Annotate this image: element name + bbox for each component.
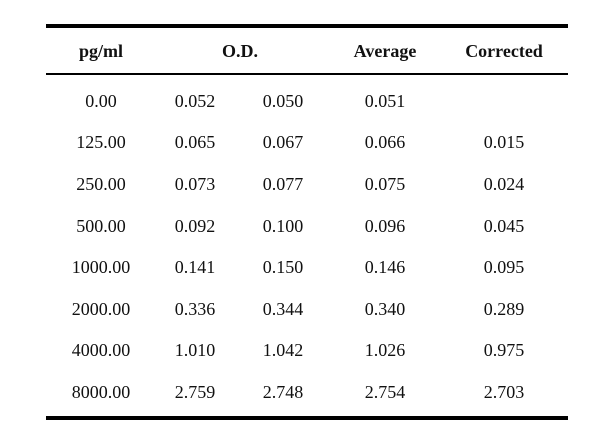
cell-corrected: 0.975 — [483, 340, 525, 361]
cell-od-2: 0.150 — [262, 257, 304, 278]
cell-od-2: 2.748 — [262, 381, 304, 402]
header-od: O.D. — [222, 40, 258, 61]
table-row: 0.00 0.052 0.050 0.051 — [46, 80, 568, 122]
cell-concentration: 8000.00 — [71, 381, 131, 402]
cell-od-2: 0.077 — [262, 173, 304, 194]
header-average: Average — [353, 40, 417, 61]
header-concentration: pg/ml — [78, 40, 124, 61]
table-header-row: pg/ml O.D. Average Corrected — [46, 28, 568, 73]
cell-concentration: 250.00 — [76, 173, 126, 194]
header-corrected: Corrected — [465, 40, 543, 61]
table-row: 8000.00 2.759 2.748 2.754 2.703 — [46, 371, 568, 413]
table-row: 125.00 0.065 0.067 0.066 0.015 — [46, 122, 568, 164]
cell-concentration: 125.00 — [76, 132, 126, 153]
cell-concentration: 1000.00 — [71, 257, 131, 278]
cell-od-1: 0.052 — [174, 90, 216, 111]
cell-od-2: 0.100 — [262, 215, 304, 236]
cell-od-1: 0.141 — [174, 257, 216, 278]
cell-od-1: 0.092 — [174, 215, 216, 236]
cell-average: 0.066 — [364, 132, 406, 153]
cell-average: 0.075 — [364, 173, 406, 194]
cell-od-1: 1.010 — [174, 340, 216, 361]
cell-od-1: 2.759 — [174, 381, 216, 402]
cell-concentration: 0.00 — [85, 90, 117, 111]
cell-average: 2.754 — [364, 381, 406, 402]
cell-corrected: 0.015 — [483, 132, 525, 153]
table-row: 500.00 0.092 0.100 0.096 0.045 — [46, 205, 568, 247]
table-row: 2000.00 0.336 0.344 0.340 0.289 — [46, 288, 568, 330]
cell-average: 0.096 — [364, 215, 406, 236]
table-row: 4000.00 1.010 1.042 1.026 0.975 — [46, 330, 568, 372]
cell-od-1: 0.073 — [174, 173, 216, 194]
table-row: 1000.00 0.141 0.150 0.146 0.095 — [46, 246, 568, 288]
table-body: 0.00 0.052 0.050 0.051 125.00 0.065 0.067 0.066… — [46, 80, 568, 413]
cell-corrected: 0.095 — [483, 257, 525, 278]
cell-od-2: 0.067 — [262, 132, 304, 153]
cell-od-1: 0.065 — [174, 132, 216, 153]
cell-corrected: 2.703 — [483, 381, 525, 402]
cell-concentration: 2000.00 — [71, 298, 131, 319]
cell-corrected: 0.045 — [483, 215, 525, 236]
table-row: 250.00 0.073 0.077 0.075 0.024 — [46, 163, 568, 205]
cell-average: 0.146 — [364, 257, 406, 278]
cell-od-2: 0.050 — [262, 90, 304, 111]
table-bottom-rule — [46, 415, 568, 420]
cell-od-2: 1.042 — [262, 340, 304, 361]
table-header-rule — [46, 73, 568, 75]
cell-corrected: 0.289 — [483, 298, 525, 319]
cell-concentration: 500.00 — [76, 215, 126, 236]
cell-concentration: 4000.00 — [71, 340, 131, 361]
table-top-rule — [46, 24, 568, 28]
cell-od-2: 0.344 — [262, 298, 304, 319]
cell-average: 1.026 — [364, 340, 406, 361]
data-table: pg/ml O.D. Average Corrected 0.00 0.052 0.… — [46, 24, 568, 420]
cell-average: 0.340 — [364, 298, 406, 319]
cell-average: 0.051 — [364, 90, 406, 111]
cell-corrected: 0.024 — [483, 173, 525, 194]
cell-od-1: 0.336 — [174, 298, 216, 319]
